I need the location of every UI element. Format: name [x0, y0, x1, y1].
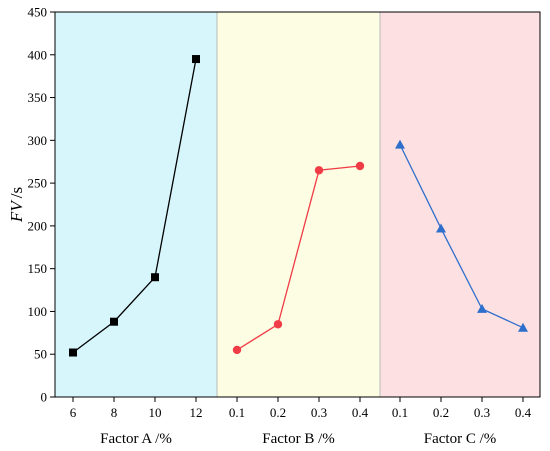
x-tick-label: 10 — [149, 405, 162, 420]
x-tick-label: 0.2 — [433, 405, 449, 420]
y-tick-label: 300 — [28, 133, 48, 148]
x-axis: 6 8 10 12 Factor A /% 0.1 0.2 0.3 0.4 Factor B /%… — [70, 397, 532, 447]
x-tick-label: 0.4 — [515, 405, 532, 420]
panel-background — [55, 12, 217, 397]
x-tick-label: 0.4 — [352, 405, 369, 420]
series-layer — [69, 55, 528, 357]
data-point — [314, 166, 324, 175]
data-point — [518, 322, 528, 332]
x-tick-label: 8 — [111, 405, 118, 420]
x-axis-label: Factor B /% — [262, 431, 335, 447]
data-point — [232, 345, 242, 355]
y-axis-label-symbol: FV — [7, 199, 26, 223]
x-tick-label: 12 — [190, 405, 203, 420]
y-tick-label: 350 — [28, 90, 48, 105]
y-axis-label-unit: /s — [7, 187, 26, 198]
panel-dividers — [216, 12, 381, 397]
series-line — [236, 165, 361, 351]
x-tick-label: 0.2 — [270, 405, 286, 420]
y-tick-label: 100 — [28, 304, 48, 319]
panel-background — [380, 12, 540, 397]
series-line — [399, 144, 524, 329]
data-point — [110, 317, 118, 326]
series-line — [72, 58, 197, 354]
data-point — [273, 320, 283, 329]
y-tick-label: 0 — [41, 390, 48, 405]
plot-frame — [54, 11, 541, 398]
y-tick-label: 50 — [34, 347, 47, 362]
data-point — [436, 223, 446, 233]
data-point — [151, 273, 159, 282]
panel-backgrounds — [55, 12, 540, 397]
x-axis-label: Factor C /% — [424, 431, 497, 447]
x-tick-label: 0.3 — [311, 405, 327, 420]
y-tick-label: 250 — [28, 176, 48, 191]
data-point — [355, 161, 365, 171]
y-tick-label: 200 — [28, 218, 48, 233]
x-tick-label: 0.1 — [392, 405, 408, 420]
x-tick-label: 6 — [70, 405, 77, 420]
y-tick-label: 150 — [28, 261, 48, 276]
y-axis-label: FV/s — [7, 187, 26, 223]
data-point — [69, 348, 77, 357]
data-point — [395, 139, 405, 149]
data-point — [192, 55, 200, 64]
y-axis: 0 50 100 150 200 250 300 350 400 450 — [28, 5, 55, 405]
x-axis-label: Factor A /% — [100, 431, 172, 447]
data-point — [477, 303, 487, 313]
x-tick-label: 0.3 — [474, 405, 490, 420]
y-tick-label: 400 — [28, 47, 48, 62]
y-tick-label: 450 — [28, 5, 48, 20]
x-tick-label: 0.1 — [229, 405, 245, 420]
panel-background — [217, 12, 380, 397]
